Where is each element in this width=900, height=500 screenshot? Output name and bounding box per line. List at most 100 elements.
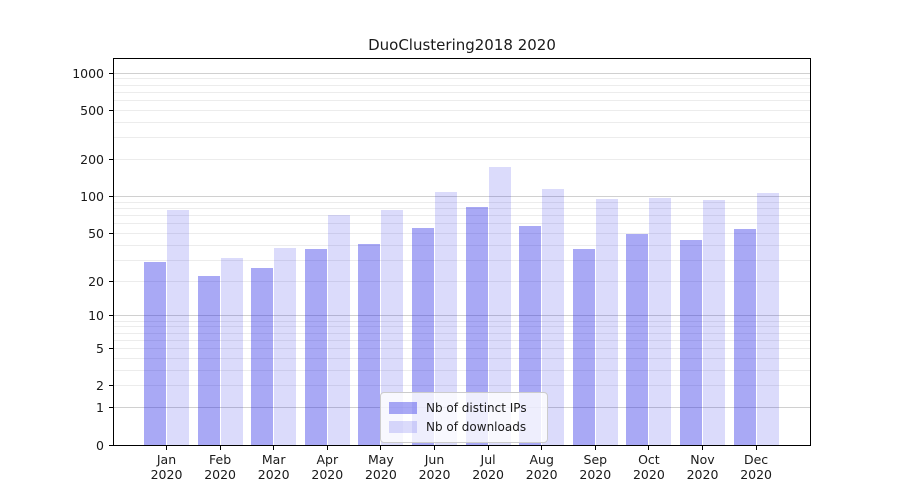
gridline-minor xyxy=(114,280,810,282)
bar-downloads-jun xyxy=(435,191,457,445)
y-tick-mark xyxy=(109,232,113,234)
x-tick-mark xyxy=(326,446,328,450)
bar-downloads-jul xyxy=(488,166,511,445)
x-tick-month: Jan xyxy=(156,452,177,467)
bar-downloads-aug xyxy=(542,188,565,445)
y-tick-label: 0 xyxy=(96,437,104,453)
x-tick-year: 2020 xyxy=(257,467,290,482)
bar-downloads-mar xyxy=(274,247,297,445)
y-tick-mark xyxy=(109,315,113,317)
bar-ips-nov xyxy=(680,240,702,445)
y-tick-label: 200 xyxy=(80,152,104,168)
y-tick-mark xyxy=(109,444,113,446)
bar-ips-aug xyxy=(519,226,542,445)
x-tick-label: Jul 2020 xyxy=(458,452,518,482)
x-tick-mark xyxy=(487,446,489,450)
y-tick-mark xyxy=(109,109,113,111)
gridline-minor xyxy=(114,369,810,371)
x-tick-mark xyxy=(434,446,435,450)
gridline-minor xyxy=(114,385,810,387)
x-tick-label: Feb 2020 xyxy=(190,452,250,482)
gridline-minor xyxy=(114,201,810,203)
bar-ips-may xyxy=(358,243,381,445)
gridline-minor xyxy=(114,215,810,217)
bar-ips-feb xyxy=(197,276,220,445)
gridline-minor xyxy=(114,223,810,225)
x-tick-mark xyxy=(648,446,650,450)
legend: Nb of distinct IPs Nb of downloads xyxy=(380,392,548,443)
x-tick-month: Aug xyxy=(529,452,554,467)
legend-label-distinct-ips: Nb of distinct IPs xyxy=(426,400,527,415)
bar-ips-dec xyxy=(733,229,756,445)
y-tick-mark xyxy=(109,72,113,74)
bar-ips-jul xyxy=(465,206,488,445)
x-tick-mark xyxy=(219,446,221,450)
gridline-minor xyxy=(114,244,810,246)
x-tick-year: 2020 xyxy=(150,467,183,482)
x-tick-mark xyxy=(273,446,275,450)
gridline-minor xyxy=(114,332,810,334)
x-tick-label: Apr 2020 xyxy=(297,452,357,482)
legend-row-distinct-ips: Nb of distinct IPs xyxy=(389,398,539,417)
y-tick-mark xyxy=(109,280,113,282)
bar-ips-oct xyxy=(626,234,649,445)
x-tick-label: Nov 2020 xyxy=(673,452,733,482)
gridline-major xyxy=(114,315,810,317)
bar-ips-apr xyxy=(304,249,327,445)
y-tick-mark xyxy=(109,385,113,387)
bar-ips-jan xyxy=(144,261,166,445)
x-tick-month: May xyxy=(367,452,394,467)
y-tick-label: 2 xyxy=(96,378,104,394)
gridline-minor xyxy=(114,259,810,261)
x-tick-year: 2020 xyxy=(686,467,719,482)
gridline-minor xyxy=(114,320,810,322)
x-tick-month: Sep xyxy=(583,452,608,467)
x-tick-label: Sep 2020 xyxy=(565,452,625,482)
gridline-minor xyxy=(114,91,810,93)
bar-downloads-jan xyxy=(167,209,189,445)
y-tick-label: 10 xyxy=(88,308,104,324)
bar-ips-mar xyxy=(251,267,274,445)
x-tick-label: Dec 2020 xyxy=(726,452,786,482)
y-tick-mark xyxy=(109,159,113,161)
bar-downloads-oct xyxy=(649,197,672,445)
x-tick-month: Nov xyxy=(690,452,715,467)
y-tick-label: 500 xyxy=(80,102,104,118)
y-tick-label: 5 xyxy=(96,341,104,357)
x-tick-year: 2020 xyxy=(311,467,344,482)
x-tick-year: 2020 xyxy=(632,467,665,482)
y-tick-label: 20 xyxy=(88,273,104,289)
y-tick-label: 1 xyxy=(96,400,104,416)
gridline-minor xyxy=(114,100,810,102)
gridline-major xyxy=(114,72,810,74)
x-tick-mark xyxy=(755,446,757,450)
x-tick-year: 2020 xyxy=(472,467,504,482)
gridline-minor xyxy=(114,137,810,139)
x-tick-mark xyxy=(541,446,543,450)
bar-ips-sep xyxy=(572,249,595,445)
gridline-minor xyxy=(114,348,810,350)
x-tick-year: 2020 xyxy=(418,467,451,482)
bar-downloads-may xyxy=(381,210,404,445)
gridline-minor xyxy=(114,357,810,359)
x-tick-year: 2020 xyxy=(740,467,772,482)
bar-downloads-dec xyxy=(756,193,779,445)
bar-downloads-feb xyxy=(220,258,243,445)
x-tick-year: 2020 xyxy=(364,467,397,482)
x-tick-month: Oct xyxy=(638,452,660,467)
bar-ips-jun xyxy=(412,228,434,445)
gridline-minor xyxy=(114,232,810,234)
x-tick-year: 2020 xyxy=(525,467,558,482)
x-tick-label: Aug 2020 xyxy=(512,452,572,482)
x-tick-mark xyxy=(166,446,167,450)
gridline-major xyxy=(114,196,810,198)
y-tick-mark xyxy=(109,196,113,198)
y-tick-label: 50 xyxy=(88,225,104,241)
x-tick-month: Mar xyxy=(261,452,286,467)
x-tick-label: Oct 2020 xyxy=(619,452,679,482)
x-tick-month: Feb xyxy=(209,452,232,467)
gridline-minor xyxy=(114,121,810,123)
legend-swatch-distinct-ips xyxy=(389,401,417,414)
x-tick-label: Jan 2020 xyxy=(137,452,197,482)
